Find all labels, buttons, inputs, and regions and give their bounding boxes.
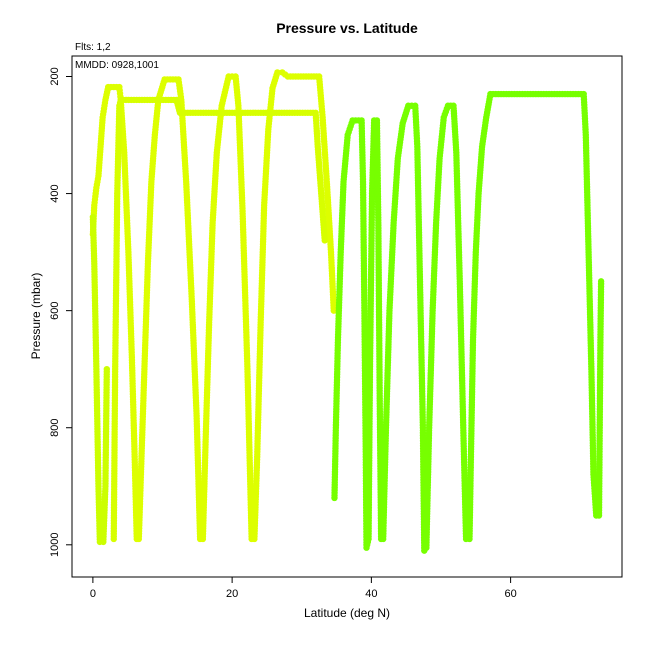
data-points bbox=[89, 69, 605, 554]
y-tick-label: 400 bbox=[49, 184, 61, 202]
x-axis: 0 20 40 60 bbox=[90, 576, 517, 600]
date-annotation: MMDD: 0928,1001 bbox=[75, 60, 159, 71]
data-point bbox=[274, 69, 281, 76]
y-axis-label: Pressure (mbar) bbox=[29, 273, 43, 360]
y-tick-label: 800 bbox=[49, 419, 61, 437]
y-tick-label: 200 bbox=[49, 67, 61, 85]
y-tick-label: 1000 bbox=[49, 533, 61, 557]
data-point bbox=[597, 278, 605, 285]
data-point bbox=[321, 237, 328, 244]
data-point bbox=[103, 365, 111, 373]
x-tick-label: 40 bbox=[365, 588, 377, 600]
y-axis: 200 400 600 800 1000 bbox=[49, 67, 73, 557]
y-tick-label: 600 bbox=[49, 301, 61, 319]
chart-title: Pressure vs. Latitude bbox=[276, 20, 418, 36]
x-tick-label: 20 bbox=[226, 588, 238, 600]
x-tick-label: 0 bbox=[90, 588, 96, 600]
data-point bbox=[330, 307, 337, 314]
x-tick-label: 60 bbox=[504, 588, 516, 600]
x-axis-label: Latitude (deg N) bbox=[304, 606, 390, 620]
flights-label: Flts: 1,2 bbox=[75, 42, 111, 53]
